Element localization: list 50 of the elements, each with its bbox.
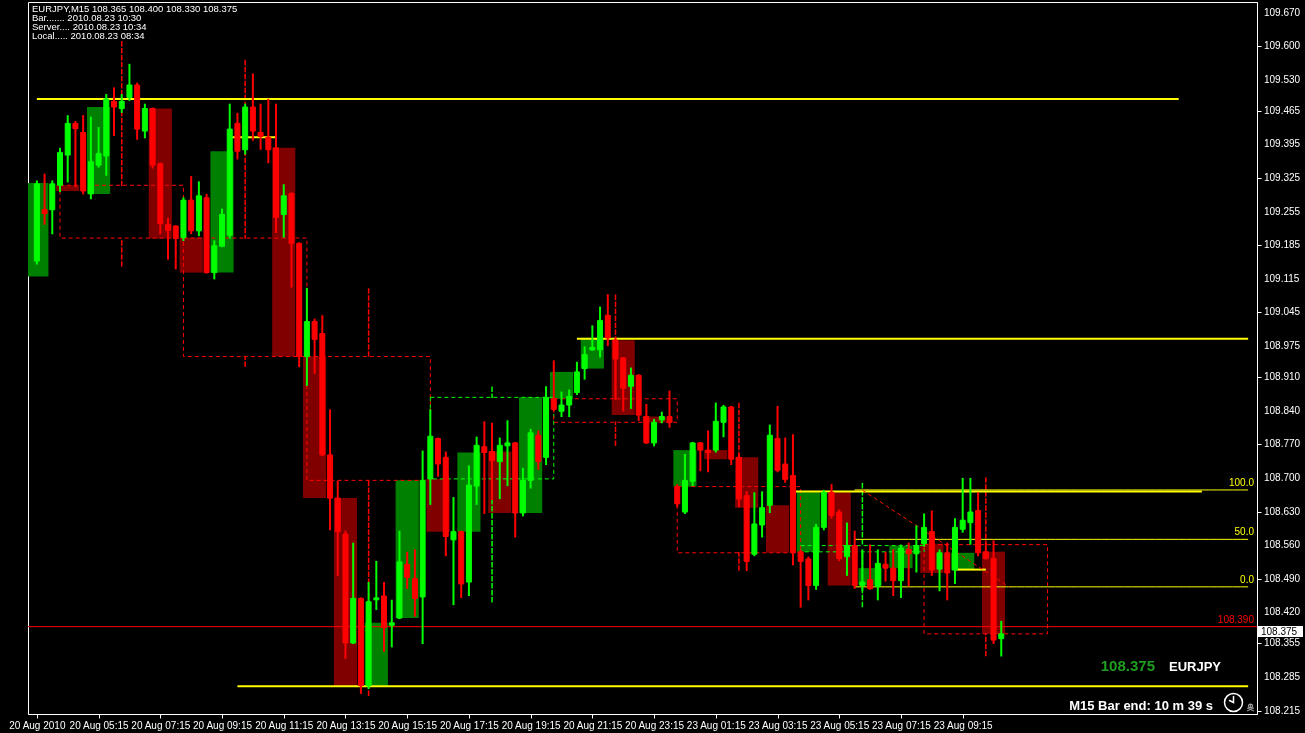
y-tick-label: 108.490 (1264, 572, 1301, 584)
y-tick-label: 108.840 (1264, 404, 1301, 416)
x-tick-label: 20 Aug 07:15 (131, 719, 191, 731)
y-tick-label: 108.630 (1264, 505, 1301, 517)
x-tick-label: 20 Aug 2010 (9, 719, 66, 731)
y-tick-label: 109.395 (1264, 138, 1301, 150)
chart-title: EURJPY,M15 108.365 108.400 108.330 108.375 (32, 3, 238, 14)
y-tick-label: 109.600 (1264, 40, 1301, 52)
x-tick-label: 20 Aug 05:15 (69, 719, 129, 731)
y-tick-label: 109.115 (1264, 272, 1300, 284)
annotation: Bar....... 2010.08.23 10:30 (32, 12, 142, 23)
annotation: EURJPY (1169, 659, 1222, 674)
x-tick-label: 23 Aug 05:15 (810, 719, 870, 731)
x-tick-label: 23 Aug 07:15 (871, 719, 932, 731)
y-tick-label: 109.045 (1264, 306, 1301, 318)
y-tick-label: 109.255 (1264, 205, 1301, 217)
y-tick-label: 108.560 (1264, 539, 1301, 551)
y-tick-label: 108.285 (1264, 671, 1301, 683)
y-tick-label: 109.530 (1264, 73, 1301, 85)
annotation: Server.... 2010.08.23 10:34 (32, 21, 147, 32)
x-tick-label: 20 Aug 23:15 (625, 719, 685, 731)
x-tick-label: 23 Aug 01:15 (686, 719, 747, 731)
ref-line-label: 108.390 (1217, 613, 1255, 625)
x-tick-label: 20 Aug 13:15 (316, 719, 376, 731)
x-tick-label: 20 Aug 11:15 (255, 719, 314, 731)
y-tick-label: 109.325 (1264, 172, 1301, 184)
annotation: M15 Bar end: 10 m 39 s (1069, 698, 1213, 713)
y-tick-label: 108.975 (1264, 340, 1301, 352)
series-label: 100.0 (1228, 476, 1255, 488)
x-tick-label: 20 Aug 17:15 (439, 719, 500, 731)
y-tick-label: 108.355 (1264, 637, 1301, 649)
x-tick-label: 20 Aug 09:15 (193, 719, 253, 731)
x-tick-label: 23 Aug 03:15 (748, 719, 808, 731)
series-label: 50.0 (1234, 526, 1255, 538)
y-tick-label: 108.420 (1264, 606, 1301, 618)
y-tick-label: 108.215 (1264, 704, 1301, 716)
text: 108.375 (1261, 626, 1298, 637)
x-tick-label: 20 Aug 21:15 (563, 719, 623, 731)
y-tick-label: 109.185 (1264, 239, 1301, 251)
y-tick-label: 109.465 (1264, 104, 1301, 116)
annotation: 108.375 (1100, 657, 1155, 674)
x-tick-label: 23 Aug 09:15 (933, 719, 994, 731)
x-tick-label: 20 Aug 19:15 (501, 719, 562, 731)
annotation: Local..... 2010.08.23 08:34 (32, 30, 145, 41)
y-tick-label: 108.700 (1264, 471, 1301, 483)
x-tick-label: 20 Aug 15:15 (378, 719, 438, 731)
y-tick-label: 108.770 (1264, 438, 1301, 450)
y-tick-label: 109.670 (1264, 6, 1301, 18)
y-tick-label: 108.910 (1264, 371, 1301, 383)
series-label: 0.0 (1240, 573, 1255, 585)
